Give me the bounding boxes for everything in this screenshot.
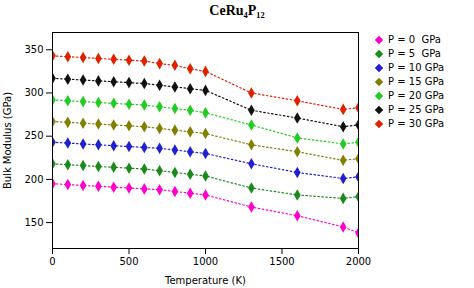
svg-text:300: 300 xyxy=(24,87,43,98)
html-text:P = 15 GPa: P = 15 GPa xyxy=(388,76,445,87)
svg-text:500: 500 xyxy=(119,256,138,267)
svg-text:1000: 1000 xyxy=(193,256,218,267)
html-text:P = 10 GPa: P = 10 GPa xyxy=(388,62,445,73)
svg-text:0: 0 xyxy=(49,256,55,267)
svg-text:Bulk Modulus (GPa): Bulk Modulus (GPa) xyxy=(2,92,13,189)
html-text:CeRu₄P₁₂: CeRu₄P₁₂ xyxy=(209,3,265,18)
html-text:P = 0 GPa: P = 0 GPa xyxy=(388,34,441,45)
svg-text:150: 150 xyxy=(24,217,43,228)
svg-text:2000: 2000 xyxy=(346,256,371,267)
html-text:P = 30 GPa: P = 30 GPa xyxy=(388,118,445,129)
html-text:P = 25 GPa: P = 25 GPa xyxy=(388,104,445,115)
html-text:P = 20 GPa: P = 20 GPa xyxy=(388,90,445,101)
svg-text:350: 350 xyxy=(24,44,43,55)
svg-text:Temperature (K): Temperature (K) xyxy=(164,275,246,286)
html-text:P = 5 GPa: P = 5 GPa xyxy=(388,48,441,59)
svg-text:200: 200 xyxy=(24,174,43,185)
svg-text:250: 250 xyxy=(24,130,43,141)
svg-text:1500: 1500 xyxy=(269,256,294,267)
